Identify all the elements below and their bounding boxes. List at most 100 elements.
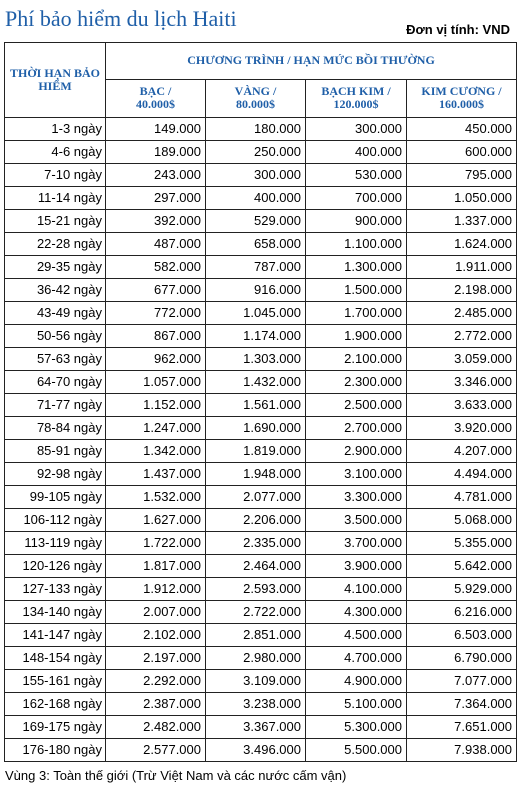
premium-cell: 300.000 — [305, 117, 407, 141]
premium-cell: 2.197.000 — [105, 646, 206, 670]
premium-cell: 1.912.000 — [105, 577, 206, 601]
premium-cell: 1.057.000 — [105, 370, 206, 394]
premium-cell: 600.000 — [405, 140, 518, 164]
premium-cell: 7.651.000 — [405, 715, 518, 739]
table-row: 148-154 ngày 2.197.000 2.980.000 4.700.000 6… — [4, 646, 518, 670]
premium-cell: 1.045.000 — [205, 301, 306, 325]
duration-cell: 127-133 ngày — [4, 577, 106, 601]
premium-cell: 2.102.000 — [105, 623, 206, 647]
premium-cell: 5.100.000 — [305, 692, 407, 716]
premium-cell: 5.355.000 — [405, 531, 518, 555]
premium-cell: 1.100.000 — [305, 232, 407, 256]
premium-cell: 2.772.000 — [405, 324, 518, 348]
duration-cell: 50-56 ngày — [4, 324, 106, 348]
premium-cell: 2.577.000 — [105, 738, 206, 762]
premium-cell: 5.300.000 — [305, 715, 407, 739]
premium-cell: 4.700.000 — [305, 646, 407, 670]
premium-cell: 2.482.000 — [105, 715, 206, 739]
duration-cell: 4-6 ngày — [4, 140, 106, 164]
premium-cell: 297.000 — [105, 186, 206, 210]
duration-cell: 85-91 ngày — [4, 439, 106, 463]
table-row: 57-63 ngày 962.000 1.303.000 2.100.000 3.059… — [4, 347, 518, 371]
duration-cell: 99-105 ngày — [4, 485, 106, 509]
premium-cell: 1.432.000 — [205, 370, 306, 394]
currency-unit-label: Đơn vị tính: VND — [406, 22, 510, 37]
premium-cell: 2.300.000 — [305, 370, 407, 394]
tier-limit: 160.000$ — [439, 97, 484, 112]
premium-cell: 3.700.000 — [305, 531, 407, 555]
duration-cell: 169-175 ngày — [4, 715, 106, 739]
duration-cell: 176-180 ngày — [4, 738, 106, 762]
premium-cell: 400.000 — [305, 140, 407, 164]
premium-cell: 1.900.000 — [305, 324, 407, 348]
table-row: 85-91 ngày 1.342.000 1.819.000 2.900.000 4.2… — [4, 439, 518, 463]
duration-cell: 36-42 ngày — [4, 278, 106, 302]
table-row: 99-105 ngày 1.532.000 2.077.000 3.300.000 4.… — [4, 485, 518, 509]
tier-name: BẠCH KIM / — [321, 84, 391, 99]
premium-cell: 2.700.000 — [305, 416, 407, 440]
premium-cell: 1.911.000 — [405, 255, 518, 279]
duration-cell: 22-28 ngày — [4, 232, 106, 256]
premium-cell: 1.247.000 — [105, 416, 206, 440]
table-row: 7-10 ngày 243.000 300.000 530.000 795.000 — [4, 163, 518, 187]
table-row: 11-14 ngày 297.000 400.000 700.000 1.050.000 — [4, 186, 518, 210]
premium-cell: 582.000 — [105, 255, 206, 279]
tier-header-row: BẠC /40.000$ VÀNG /80.000$ BẠCH KIM /120… — [5, 78, 518, 119]
premium-cell: 3.100.000 — [305, 462, 407, 486]
premium-cell: 1.337.000 — [405, 209, 518, 233]
premium-cell: 2.198.000 — [405, 278, 518, 302]
duration-cell: 11-14 ngày — [4, 186, 106, 210]
premium-cell: 2.851.000 — [205, 623, 306, 647]
tier-limit: 40.000$ — [136, 97, 175, 112]
page-title: Phí bảo hiểm du lịch Haiti — [5, 6, 237, 31]
premium-cell: 2.077.000 — [205, 485, 306, 509]
premium-cell: 6.216.000 — [405, 600, 518, 624]
duration-cell: 15-21 ngày — [4, 209, 106, 233]
duration-cell: 71-77 ngày — [4, 393, 106, 417]
premium-cell: 3.367.000 — [205, 715, 306, 739]
tier-name: KIM CƯƠNG / — [421, 84, 502, 99]
premium-cell: 3.059.000 — [405, 347, 518, 371]
premium-cell: 5.929.000 — [405, 577, 518, 601]
table-row: 134-140 ngày 2.007.000 2.722.000 4.300.000 6… — [4, 600, 518, 624]
premium-cell: 3.500.000 — [305, 508, 407, 532]
premium-cell: 149.000 — [105, 117, 206, 141]
premium-cell: 1.627.000 — [105, 508, 206, 532]
premium-cell: 5.642.000 — [405, 554, 518, 578]
premium-cell: 1.700.000 — [305, 301, 407, 325]
duration-cell: 7-10 ngày — [4, 163, 106, 187]
premium-cell: 2.500.000 — [305, 393, 407, 417]
duration-cell: 106-112 ngày — [4, 508, 106, 532]
premium-cell: 392.000 — [105, 209, 206, 233]
premium-cell: 1.342.000 — [105, 439, 206, 463]
premium-cell: 2.593.000 — [205, 577, 306, 601]
duration-cell: 113-119 ngày — [4, 531, 106, 555]
premium-cell: 700.000 — [305, 186, 407, 210]
premium-cell: 2.100.000 — [305, 347, 407, 371]
table-row: 36-42 ngày 677.000 916.000 1.500.000 2.198.0… — [4, 278, 518, 302]
premium-cell: 1.174.000 — [205, 324, 306, 348]
premium-cell: 1.500.000 — [305, 278, 407, 302]
premium-cell: 7.364.000 — [405, 692, 518, 716]
premium-cell: 867.000 — [105, 324, 206, 348]
premium-cell: 3.633.000 — [405, 393, 518, 417]
premium-cell: 2.335.000 — [205, 531, 306, 555]
table-row: 29-35 ngày 582.000 787.000 1.300.000 1.911.0… — [4, 255, 518, 279]
premium-cell: 4.100.000 — [305, 577, 407, 601]
tier-limit: 120.000$ — [333, 97, 379, 112]
premium-cell: 916.000 — [205, 278, 306, 302]
program-header: CHƯƠNG TRÌNH / HẠN MỨC BỒI THƯỜNG — [104, 42, 518, 80]
premium-cell: 400.000 — [205, 186, 306, 210]
duration-cell: 155-161 ngày — [4, 669, 106, 693]
premium-cell: 4.500.000 — [305, 623, 407, 647]
tier-header-diamond: KIM CƯƠNG /160.000$ — [405, 78, 518, 119]
premium-cell: 189.000 — [105, 140, 206, 164]
table-row: 113-119 ngày 1.722.000 2.335.000 3.700.000 5… — [4, 531, 518, 555]
duration-cell: 43-49 ngày — [4, 301, 106, 325]
table-row: 22-28 ngày 487.000 658.000 1.100.000 1.624.0… — [4, 232, 518, 256]
premium-cell: 6.503.000 — [405, 623, 518, 647]
premium-cell: 4.494.000 — [405, 462, 518, 486]
premium-cell: 1.722.000 — [105, 531, 206, 555]
premium-cell: 2.206.000 — [205, 508, 306, 532]
table-row: 50-56 ngày 867.000 1.174.000 1.900.000 2.772… — [4, 324, 518, 348]
